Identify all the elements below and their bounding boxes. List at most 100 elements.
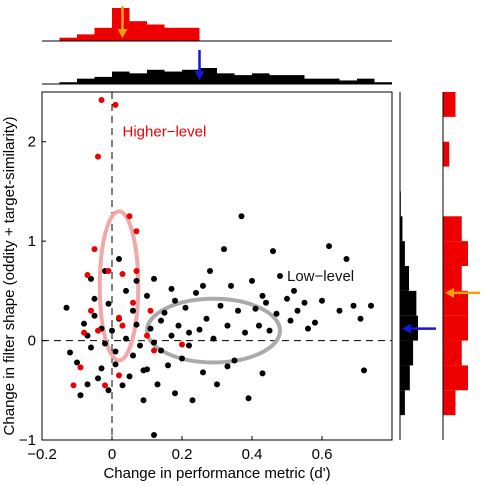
- higher-point-20: [147, 307, 154, 314]
- low-top-bar-14: [287, 75, 305, 84]
- low-point-31: [144, 292, 150, 299]
- x-tick-label-2: 0.2: [172, 446, 193, 463]
- low-right-bar-7: [400, 216, 403, 242]
- low-point-68: [259, 292, 266, 299]
- higher-point-16: [116, 314, 122, 321]
- higher-point-21: [151, 347, 157, 354]
- low-point-18: [112, 361, 119, 368]
- low-point-24: [123, 287, 129, 294]
- low-point-23: [123, 335, 129, 342]
- low-point-72: [273, 310, 280, 317]
- x-tick-label-1: 0: [108, 446, 116, 463]
- low-point-74: [284, 295, 290, 302]
- x-axis-label: Change in performance metric (d'): [103, 465, 330, 482]
- low-point-9: [91, 295, 98, 302]
- higher-right-bar-3: [443, 315, 468, 341]
- y-tick-label-3: 2: [28, 134, 36, 151]
- low-point-55: [214, 381, 220, 388]
- low-point-63: [242, 329, 248, 336]
- low-point-69: [263, 299, 269, 306]
- low-top-bar-11: [234, 75, 252, 84]
- y-tick-label-2: 1: [28, 233, 36, 250]
- low-point-54: [210, 335, 217, 342]
- low-top-bar-5: [129, 73, 147, 84]
- low-point-0: [63, 304, 70, 311]
- higher-point-15: [102, 382, 108, 389]
- low-right-bar-4: [400, 290, 417, 316]
- higher-right-bar-10: [443, 141, 450, 167]
- low-mean-arrow-top-head: [194, 71, 205, 80]
- low-point-73: [277, 272, 283, 279]
- x-tick-label-0: −0.2: [27, 446, 57, 463]
- low-point-5: [84, 381, 91, 388]
- x-tick-label-3: 0.4: [242, 446, 263, 463]
- low-point-62: [238, 213, 245, 220]
- y-tick-label-1: 0: [28, 333, 36, 350]
- low-top-bar-8: [182, 69, 200, 84]
- low-point-92: [224, 363, 231, 370]
- higher-point-2: [95, 153, 101, 160]
- low-point-59: [228, 282, 234, 289]
- low-point-82: [326, 243, 332, 250]
- low-point-53: [207, 267, 213, 274]
- low-point-51: [200, 369, 206, 376]
- low-point-79: [305, 325, 311, 332]
- low-top-bar-16: [322, 78, 340, 84]
- higher-point-22: [179, 341, 185, 348]
- top-marginal-histograms: [42, 6, 392, 85]
- low-point-46: [182, 304, 189, 311]
- low-top-bar-1: [59, 82, 77, 84]
- higher-point-1: [112, 101, 119, 108]
- low-point-36: [154, 381, 161, 388]
- higher-point-4: [84, 271, 91, 278]
- higher-point-0: [98, 96, 105, 103]
- low-point-90: [102, 340, 108, 347]
- low-right-bar-2: [400, 340, 414, 366]
- low-point-66: [252, 305, 259, 312]
- low-ellipse: [145, 296, 282, 365]
- higher-right-bar-5: [443, 266, 462, 291]
- low-point-19: [112, 348, 119, 355]
- low-right-bar-5: [400, 266, 409, 291]
- low-right-bar-1: [400, 365, 410, 391]
- low-point-87: [361, 367, 367, 374]
- higher-point-8: [133, 228, 140, 235]
- low-point-35: [151, 275, 157, 282]
- low-point-22: [119, 382, 126, 389]
- low-point-40: [165, 362, 171, 369]
- plot-area: Higher−level Low−level: [41, 91, 393, 441]
- low-point-70: [266, 327, 273, 334]
- low-top-bar-2: [77, 78, 95, 84]
- low-point-48: [189, 397, 196, 404]
- low-point-76: [291, 287, 297, 294]
- low-point-38: [158, 347, 164, 354]
- low-top-bar-10: [217, 73, 235, 84]
- low-point-15: [105, 387, 112, 394]
- low-point-29: [137, 342, 143, 349]
- higher-right-bar-12: [443, 92, 456, 117]
- low-top-bar-18: [357, 78, 375, 84]
- higher-point-6: [119, 270, 126, 277]
- low-point-1: [67, 349, 73, 356]
- higher-right-bar-1: [443, 365, 468, 391]
- low-point-60: [231, 357, 238, 364]
- low-point-3: [77, 392, 84, 399]
- low-point-91: [133, 321, 140, 328]
- low-top-bar-12: [252, 73, 270, 84]
- low-point-67: [256, 322, 262, 329]
- low-point-77: [294, 307, 301, 314]
- right-marginal-histograms: [399, 92, 480, 440]
- low-point-37: [158, 317, 164, 324]
- higher-top-bar-1: [59, 37, 77, 41]
- ellipses: [97, 209, 282, 365]
- low-point-28: [133, 277, 140, 284]
- low-point-61: [235, 307, 241, 314]
- higher-point-23: [116, 372, 122, 379]
- low-point-75: [287, 317, 294, 324]
- low-point-58: [224, 322, 231, 329]
- higher-point-12: [81, 329, 87, 336]
- low-point-71: [270, 248, 276, 255]
- low-top-bar-9: [199, 68, 217, 84]
- higher-top-bar-5: [129, 21, 147, 41]
